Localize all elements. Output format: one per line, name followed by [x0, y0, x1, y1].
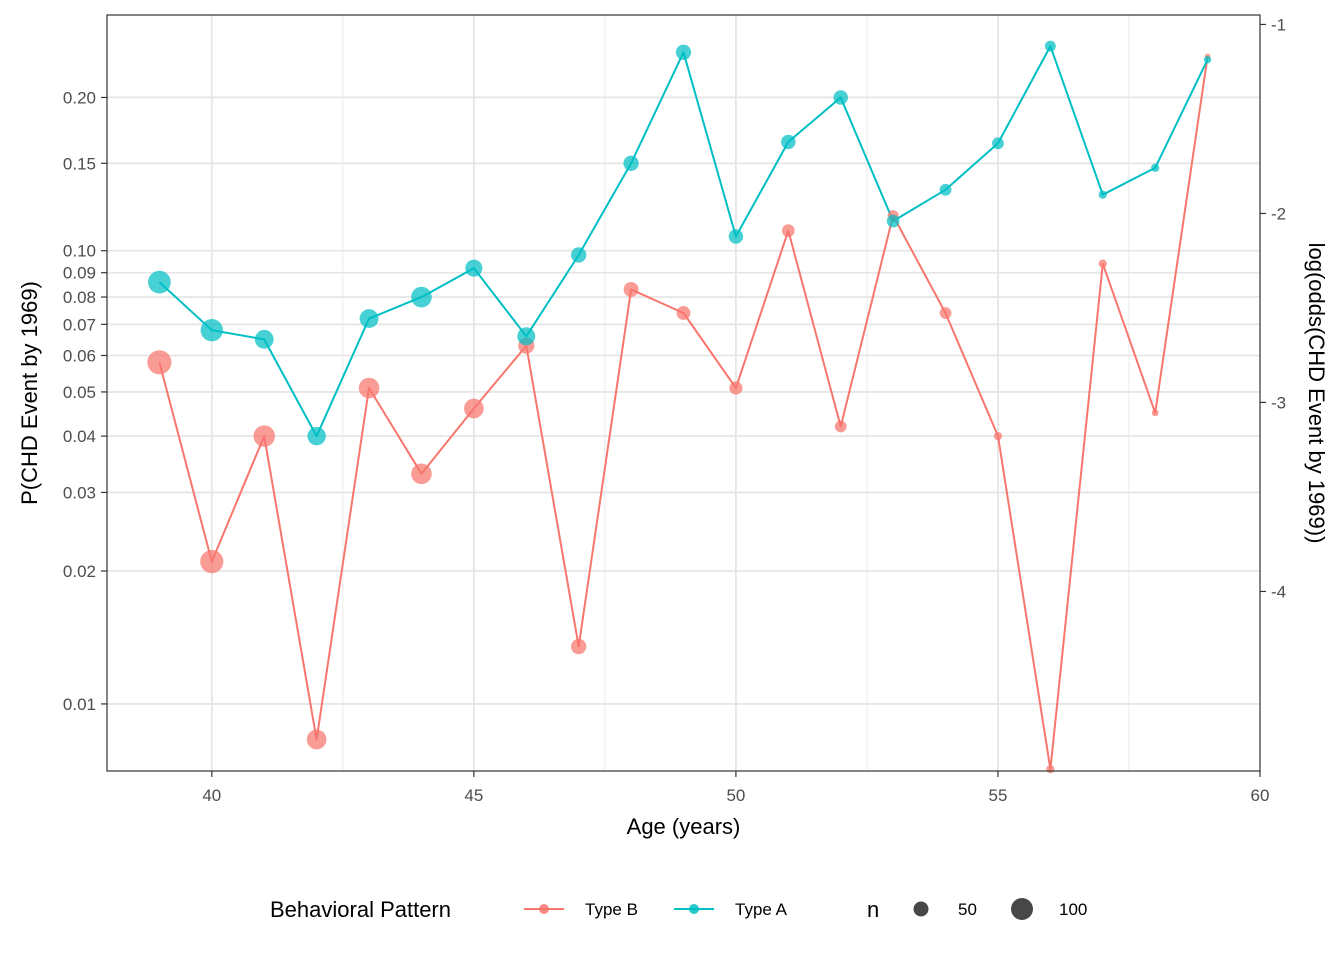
data-point-type-b: [200, 549, 224, 574]
legend-key-dot-type-b: [539, 904, 549, 914]
y-tick-label-left: 0.08: [63, 288, 96, 307]
data-point-type-a: [992, 137, 1004, 150]
data-point-type-b: [571, 638, 587, 655]
x-axis-title: Age (years): [627, 814, 741, 839]
legend: Behavioral Pattern Type B Type A n 50 100: [270, 897, 1087, 922]
data-point-type-b: [464, 398, 484, 419]
grid-minor: [342, 15, 1130, 771]
x-tick-label: 50: [726, 786, 745, 805]
y-tick-label-right: -4: [1271, 582, 1286, 601]
data-point-type-a: [833, 90, 848, 105]
data-point-type-a: [781, 134, 796, 150]
y-tick-label-right: -2: [1271, 204, 1286, 223]
data-point-type-a: [307, 426, 326, 446]
data-point-type-b: [147, 350, 172, 375]
data-point-type-b: [781, 224, 795, 237]
data-point-type-a: [465, 259, 483, 277]
data-point-type-a: [200, 319, 223, 342]
data-point-type-b: [253, 425, 275, 447]
data-point-type-a: [254, 329, 274, 349]
data-point-type-b: [939, 307, 952, 319]
plot-background: [107, 15, 1260, 771]
data-point-type-b: [1046, 765, 1055, 774]
legend-label-type-b: Type B: [585, 900, 638, 919]
y-tick-label-left: 0.04: [63, 427, 96, 446]
legend-size-keys: 50 100: [913, 898, 1087, 920]
data-point-type-b: [1098, 259, 1107, 268]
x-tick-label: 45: [464, 786, 483, 805]
data-point-type-a: [728, 229, 744, 244]
y-tick-label-left: 0.01: [63, 695, 96, 714]
x-tick-label: 55: [988, 786, 1007, 805]
y-tick-label-left: 0.20: [63, 88, 96, 107]
data-point-type-b: [411, 463, 432, 485]
y-tick-label-left: 0.06: [63, 346, 96, 365]
data-point-type-a: [623, 155, 639, 171]
y-tick-label-left: 0.07: [63, 315, 96, 334]
data-point-type-b: [358, 377, 380, 399]
legend-label-type-a: Type A: [735, 900, 788, 919]
y-tick-label-left: 0.02: [63, 562, 96, 581]
data-point-type-a: [1098, 190, 1107, 199]
data-point-type-b: [306, 729, 327, 750]
x-axis: 40 45 50 55 60: [202, 771, 1269, 805]
data-point-type-a: [886, 214, 900, 228]
y-tick-label-left: 0.10: [63, 242, 96, 261]
series-layer: [147, 40, 1212, 774]
data-point-type-b: [1151, 409, 1159, 417]
x-tick-label: 40: [202, 786, 221, 805]
y-tick-label-left: 0.03: [63, 483, 96, 502]
data-point-type-a: [148, 270, 171, 294]
y-axis-title-right: log(odds(CHD Event by 1969)): [1304, 243, 1329, 544]
y-tick-label-left: 0.05: [63, 383, 96, 402]
data-point-type-b: [729, 381, 743, 395]
data-point-type-a: [571, 247, 587, 263]
legend-key-dot-type-a: [689, 904, 699, 914]
legend-size-dot: [1011, 898, 1033, 920]
legend-color-keys: Type B Type A: [524, 900, 788, 919]
data-point-type-a: [1203, 55, 1212, 64]
x-tick-label: 60: [1251, 786, 1270, 805]
data-point-type-a: [1151, 163, 1160, 172]
data-point-type-a: [675, 44, 692, 60]
y-tick-label-left: 0.09: [63, 264, 96, 283]
y-axis-title-left: P(CHD Event by 1969): [17, 281, 42, 505]
data-point-type-b: [623, 281, 639, 297]
legend-size-title: n: [867, 897, 879, 922]
data-point-type-a: [939, 183, 952, 196]
y-axis-right: -1 -2 -3 -4: [1260, 15, 1286, 601]
plot-panel-border: [106, 14, 1261, 772]
data-point-type-a: [517, 327, 536, 346]
y-tick-label-left: 0.15: [63, 154, 96, 173]
y-tick-label-right: -1: [1271, 15, 1286, 34]
y-axis-left: 0.01 0.02 0.03 0.04 0.05 0.06 0.07 0.08 0.09 0.10…: [63, 88, 107, 714]
data-point-type-b: [834, 420, 847, 433]
data-point-type-b: [993, 431, 1003, 441]
legend-size-dot: [913, 901, 929, 917]
y-tick-label-right: -3: [1271, 393, 1286, 412]
data-point-type-a: [1044, 40, 1056, 52]
data-point-type-a: [359, 309, 379, 329]
legend-color-title: Behavioral Pattern: [270, 897, 451, 922]
legend-size-label: 50: [958, 900, 977, 919]
data-point-type-a: [411, 286, 432, 308]
grid-major: [107, 15, 1260, 771]
data-point-type-b: [676, 306, 691, 320]
legend-size-label: 100: [1059, 900, 1087, 919]
